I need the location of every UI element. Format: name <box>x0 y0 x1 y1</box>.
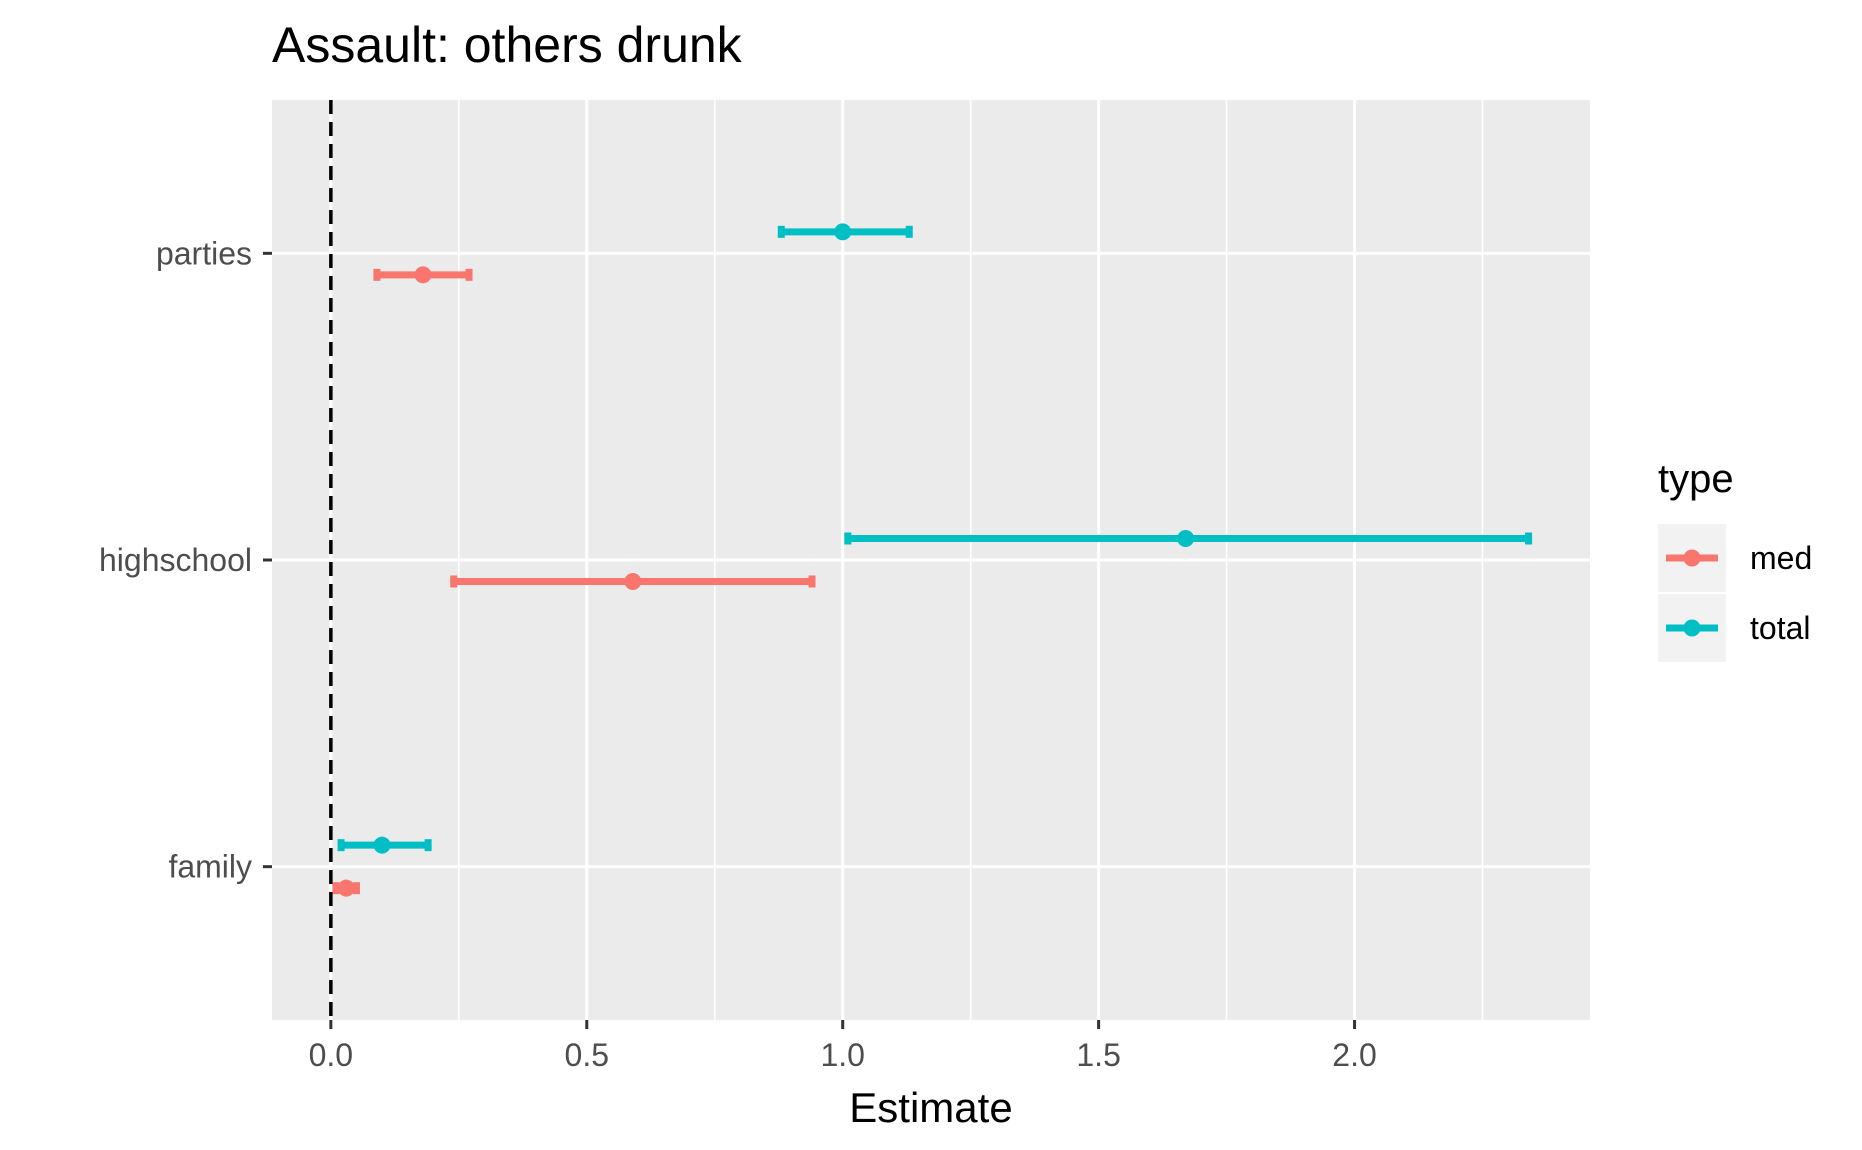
x-tick-label: 0.0 <box>309 1037 353 1073</box>
y-axis: family highschool parties <box>99 235 272 885</box>
y-tick-label: family <box>168 849 252 885</box>
x-tick-label: 1.0 <box>820 1037 864 1073</box>
point-med-parties <box>414 266 432 284</box>
legend-title: type <box>1658 457 1734 501</box>
legend-label: total <box>1750 610 1810 646</box>
legend-key-point <box>1683 619 1701 637</box>
grid-major-lines <box>272 100 1590 1020</box>
y-tick-label: highschool <box>99 542 252 578</box>
x-tick-label: 1.5 <box>1076 1037 1120 1073</box>
point-total-parties <box>834 223 852 241</box>
chart-title: Assault: others drunk <box>272 17 743 73</box>
x-tick-label: 2.0 <box>1332 1037 1376 1073</box>
point-med-family <box>337 879 355 897</box>
point-total-family <box>373 836 391 854</box>
legend-label: med <box>1750 540 1812 576</box>
point-med-highschool <box>624 573 642 590</box>
x-axis-title: Estimate <box>849 1084 1012 1131</box>
data-marks <box>332 223 1533 897</box>
x-axis: 0.0 0.5 1.0 1.5 2.0 <box>309 1020 1377 1073</box>
legend-key-point <box>1683 549 1701 567</box>
legend: type med total <box>1658 457 1812 662</box>
y-tick-label: parties <box>156 235 252 271</box>
point-total-highschool <box>1177 530 1195 547</box>
x-tick-label: 0.5 <box>565 1037 609 1073</box>
